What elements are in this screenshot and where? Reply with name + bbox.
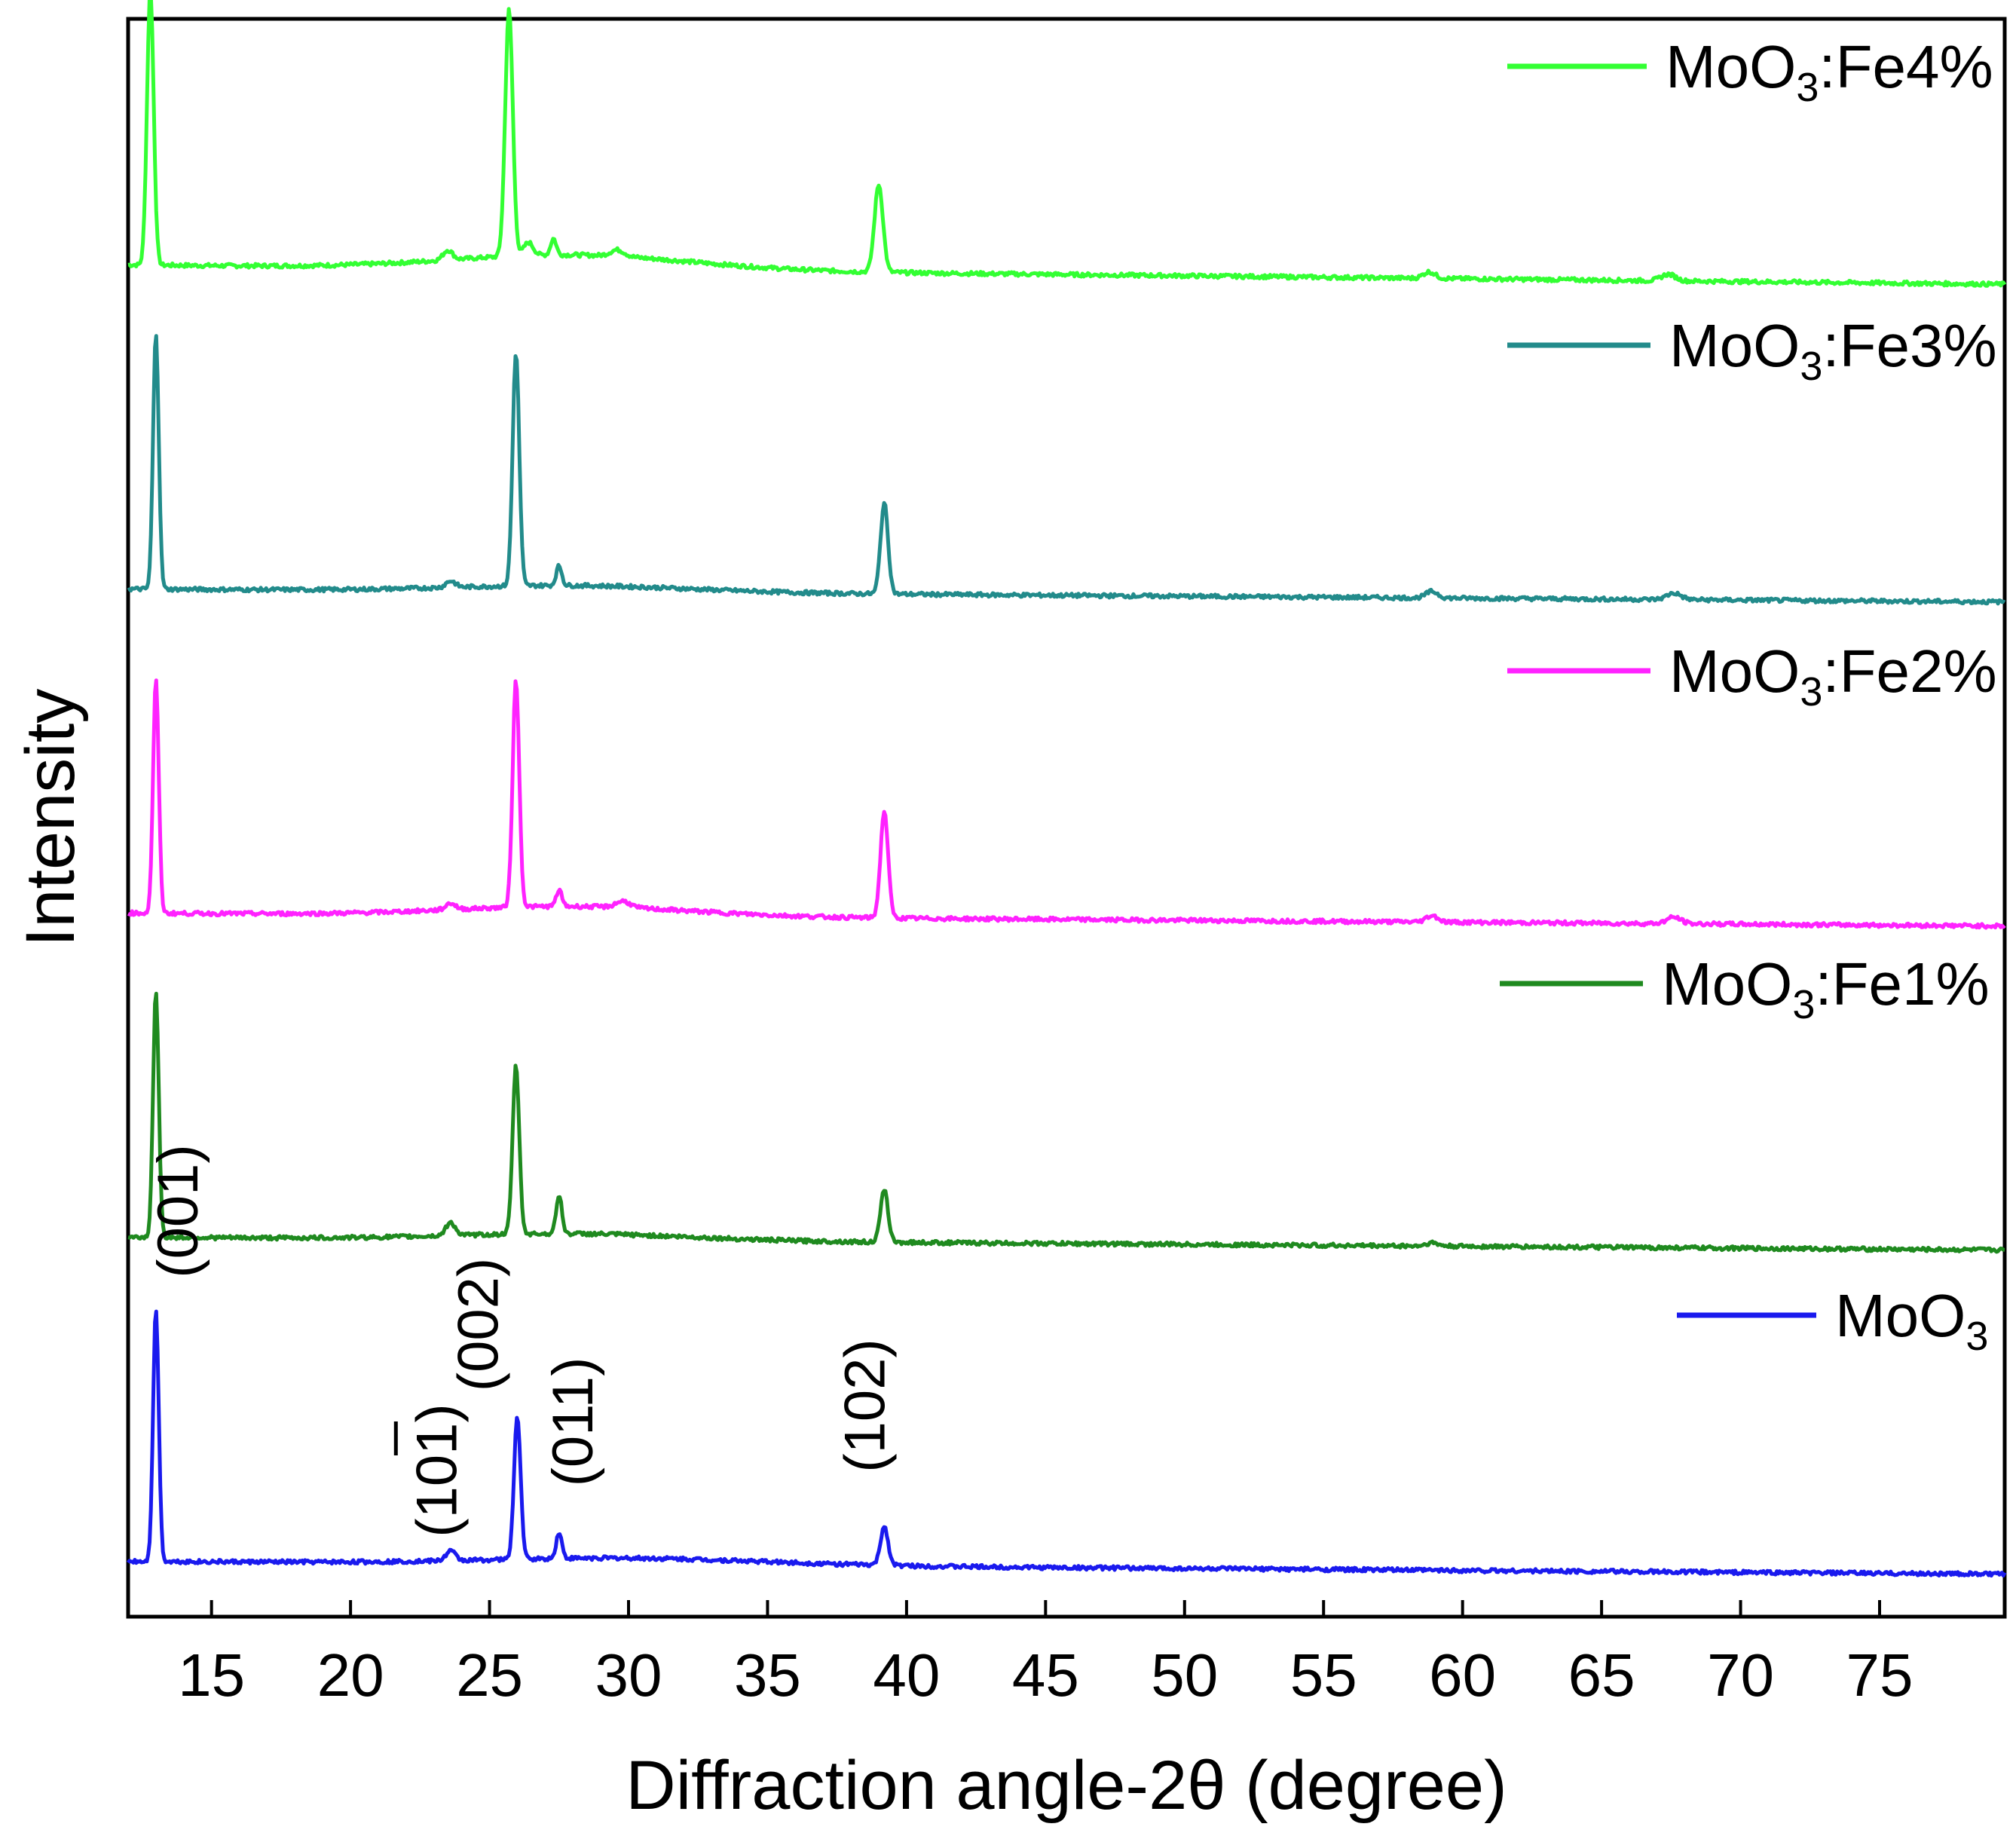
series-line (127, 991, 2005, 1254)
legend-label: MoO3:Fe4% (1666, 33, 1993, 110)
legend-label: MoO3 (1835, 1282, 1988, 1359)
y-axis-title: Intensity (12, 689, 89, 947)
x-tick-labels: 15 20 25 30 35 40 45 50 55 60 65 70 75 (178, 1642, 1913, 1709)
x-axis-title: Diffraction angle-2θ (degree) (626, 1747, 1507, 1824)
plot-frame (126, 17, 2007, 1619)
hkl-label: (001) (146, 1144, 210, 1278)
legend-label: MoO3:Fe3% (1669, 312, 1997, 389)
x-tick-label: 30 (595, 1642, 662, 1709)
x-tick-label: 25 (456, 1642, 523, 1709)
legend: MoO3:Fe4% MoO3:Fe3% MoO3:Fe2% MoO3:Fe1% MoO3 (1500, 33, 1997, 1359)
x-tick-label: 60 (1429, 1642, 1496, 1709)
x-tick-label: 50 (1151, 1642, 1218, 1709)
series-line (126, 1309, 2007, 1578)
x-tick-label: 75 (1846, 1642, 1914, 1709)
series-line (127, 678, 2006, 930)
hkl-label: (101) (405, 1403, 469, 1537)
x-tick-label: 65 (1568, 1642, 1635, 1709)
hkl-annotations: (001) (101) (002) (011) (102) (146, 1144, 897, 1537)
x-tick-label: 45 (1012, 1642, 1079, 1709)
x-tick-label: 35 (734, 1642, 801, 1709)
hkl-label: (002) (447, 1258, 511, 1391)
x-ticks (210, 1600, 1881, 1617)
x-tick-label: 15 (178, 1642, 245, 1709)
series-line (127, 0, 2007, 288)
x-tick-label: 55 (1290, 1642, 1357, 1709)
hkl-label: (011) (541, 1357, 605, 1487)
series-line (127, 334, 2006, 606)
legend-label: MoO3:Fe1% (1662, 950, 1990, 1027)
hkl-label: (102) (833, 1339, 897, 1472)
x-tick-label: 40 (873, 1642, 940, 1709)
x-tick-label: 70 (1707, 1642, 1774, 1709)
legend-label: MoO3:Fe2% (1669, 638, 1997, 715)
series-traces (126, 0, 2007, 1578)
x-tick-label: 20 (317, 1642, 384, 1709)
